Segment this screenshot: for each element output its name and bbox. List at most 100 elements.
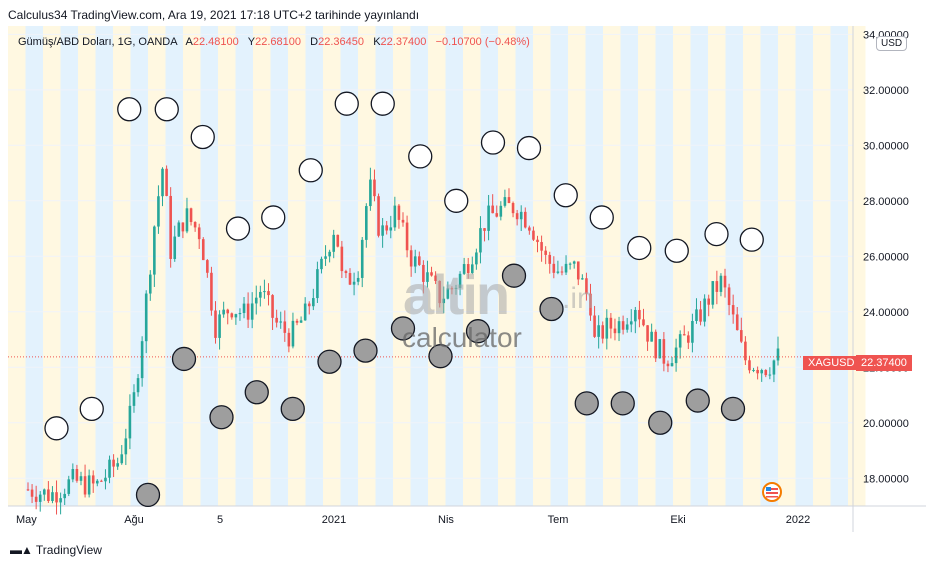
session-band <box>95 26 113 506</box>
filled-circle-marker <box>465 319 491 344</box>
candle-body <box>271 295 274 318</box>
candle-body <box>312 298 315 307</box>
time-tick-label: May <box>16 514 37 526</box>
candle-body <box>479 228 482 253</box>
filled-circle-marker <box>539 296 564 322</box>
candle-body <box>515 213 519 220</box>
symbol-legend[interactable]: Gümüş/ABD Doları, 1G, OANDA A22.48100 Y2… <box>18 36 530 48</box>
open-circle-marker <box>117 97 142 122</box>
candle-body <box>499 205 503 217</box>
candle-body <box>275 317 278 323</box>
candle-body <box>418 256 421 265</box>
session-band <box>760 26 778 506</box>
candle-body <box>585 278 588 294</box>
candle-body <box>536 239 539 243</box>
session-band <box>25 26 43 506</box>
candle-body <box>108 459 111 478</box>
candle-body <box>295 320 299 323</box>
candle-body <box>157 196 160 227</box>
candle-body <box>67 479 71 494</box>
candle-body <box>723 275 727 288</box>
session-band <box>200 26 218 506</box>
candle-body <box>332 234 336 252</box>
candle-body <box>47 489 50 501</box>
candle-body <box>670 363 674 367</box>
open-circle-marker <box>298 158 323 183</box>
candle-body <box>650 331 653 342</box>
candle-body <box>55 492 58 503</box>
open-circle-marker <box>408 144 433 169</box>
session-band <box>183 26 201 506</box>
candle-body <box>38 494 42 502</box>
candle-body <box>63 493 66 499</box>
candle-body <box>646 325 649 342</box>
candle-body <box>303 303 307 321</box>
filled-circle-marker <box>317 349 342 374</box>
candle-body <box>442 298 446 304</box>
candle-body <box>568 263 572 265</box>
currency-badge[interactable]: USD <box>876 36 908 51</box>
candle-body <box>373 179 376 197</box>
candle-body <box>369 179 372 207</box>
candle-body <box>389 227 393 231</box>
candle-body <box>206 260 209 273</box>
candle-body <box>365 206 368 240</box>
price-chart[interactable]: 34.0000032.0000030.0000028.0000026.00000… <box>8 26 926 532</box>
watermark-brand: altin <box>403 263 510 326</box>
filled-circle-marker <box>353 338 378 363</box>
candle-body <box>470 264 474 273</box>
candle-body <box>26 489 30 491</box>
candle-body <box>242 303 246 313</box>
session-band <box>428 26 446 506</box>
candle-body <box>201 239 205 261</box>
candle-body <box>605 317 609 339</box>
filled-circle-marker <box>428 344 453 369</box>
tradingview-logo-icon[interactable]: ▬▲ <box>10 543 33 557</box>
candle-body <box>246 303 250 320</box>
price-tick-label: 26.00000 <box>863 251 909 263</box>
candle-body <box>144 293 148 342</box>
candle-body <box>634 309 637 322</box>
candle-body <box>674 347 678 364</box>
filled-circle-marker <box>720 396 746 422</box>
candle-body <box>691 321 694 343</box>
candle-body <box>75 469 79 481</box>
candle-body <box>254 297 258 304</box>
price-tick-label: 30.00000 <box>863 140 909 152</box>
candle-body <box>401 219 405 223</box>
candle-body <box>238 312 242 315</box>
footer-brand[interactable]: TradingView <box>35 543 102 557</box>
candle-body <box>625 324 629 330</box>
chart-frame[interactable]: 34.0000032.0000030.0000028.0000026.00000… <box>8 26 926 532</box>
candle-body <box>548 254 552 264</box>
open-circle-marker <box>154 97 179 122</box>
candle-body <box>173 236 177 259</box>
low-value: 22.36450 <box>318 36 364 48</box>
time-tick-label: 2021 <box>322 514 346 526</box>
candle-body <box>621 321 625 330</box>
us-flag-icon[interactable] <box>761 482 787 502</box>
session-band <box>778 26 796 506</box>
candle-body <box>756 369 759 374</box>
candle-body <box>466 264 470 273</box>
candle-body <box>360 239 364 278</box>
session-band <box>690 26 708 506</box>
price-tick-label: 18.00000 <box>863 473 909 485</box>
candle-body <box>662 339 666 364</box>
candle-body <box>393 205 397 228</box>
candle-body <box>250 303 254 320</box>
session-band <box>148 26 166 506</box>
candle-body <box>197 227 201 240</box>
session-band <box>550 26 568 506</box>
candle-body <box>776 348 780 361</box>
candle-body <box>267 291 270 296</box>
session-band <box>235 26 253 506</box>
candle-body <box>230 313 234 318</box>
candle-body <box>503 197 507 206</box>
filled-circle-marker <box>209 405 234 430</box>
filled-circle-marker <box>648 410 673 435</box>
candle-body <box>124 438 128 455</box>
candle-body <box>581 278 584 280</box>
session-band <box>43 26 61 506</box>
candle-body <box>768 374 772 376</box>
